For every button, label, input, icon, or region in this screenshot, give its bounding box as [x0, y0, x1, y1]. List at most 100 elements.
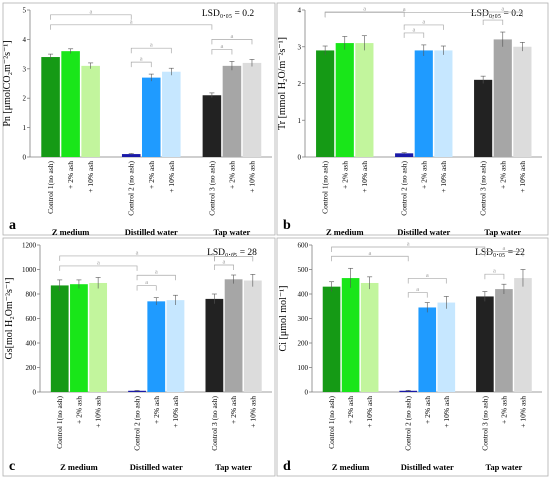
- category-label: + 10% ash: [171, 396, 180, 428]
- group-label: Tap water: [215, 462, 252, 472]
- significance-label: a: [493, 268, 496, 275]
- category-label: + 10% ash: [167, 161, 176, 193]
- category-label: + 10% ash: [247, 161, 256, 193]
- bar: [128, 390, 146, 392]
- group-label: Z medium: [332, 462, 370, 472]
- significance-label: a: [492, 14, 495, 21]
- y-tick-label: 1: [23, 124, 27, 132]
- y-tick-label: 1200: [22, 242, 37, 250]
- category-label: + 2% ash: [66, 161, 75, 189]
- category-label: + 2% ash: [499, 396, 508, 424]
- panel-label: d: [283, 459, 291, 474]
- y-tick-label: 1: [298, 117, 302, 125]
- category-label: Control 2 (no ash): [127, 161, 136, 216]
- significance-bracket: [130, 61, 152, 68]
- significance-bracket: [407, 278, 447, 284]
- significance-label: a: [403, 6, 406, 13]
- group-label: Tap water: [486, 462, 523, 472]
- significance-label: a: [140, 56, 143, 63]
- category-label: + 2% ash: [74, 396, 83, 424]
- significance-bracket: [403, 24, 444, 30]
- y-tick-label: 200: [26, 364, 37, 372]
- significance-label: a: [97, 259, 100, 266]
- bar: [335, 43, 354, 158]
- bar: [89, 282, 108, 392]
- significance-bracket: [407, 292, 428, 298]
- bar: [41, 57, 60, 157]
- category-label: Control 1(no ash): [46, 161, 55, 214]
- significance-label: a: [368, 250, 371, 257]
- lsd-label: LSD₀.₀₅ = 22: [475, 248, 525, 258]
- category-label: + 2% ash: [227, 161, 236, 189]
- bar: [355, 43, 374, 158]
- significance-bracket: [214, 264, 234, 271]
- bar: [81, 65, 100, 157]
- bar: [437, 302, 456, 392]
- significance-bracket: [136, 274, 176, 281]
- y-axis-label: Ci [μmol mol⁻¹]: [278, 286, 289, 352]
- category-label: + 10% ash: [365, 396, 374, 428]
- significance-bracket: [482, 11, 523, 18]
- category-label: Control 2 (no ash): [400, 161, 409, 216]
- y-tick-label: 3: [23, 65, 27, 73]
- significance-label: a: [416, 286, 419, 293]
- significance-bracket: [50, 24, 213, 30]
- category-label: Control 3 (no ash): [210, 396, 219, 451]
- significance-label: a: [220, 43, 223, 50]
- bar: [147, 301, 166, 392]
- significance-bracket: [331, 255, 409, 262]
- significance-label: a: [223, 259, 226, 266]
- bar: [474, 79, 493, 157]
- bar: [141, 77, 161, 157]
- significance-bracket: [403, 32, 425, 38]
- significance-label: a: [136, 249, 139, 256]
- significance-label: a: [130, 18, 133, 25]
- panel-label: a: [9, 218, 16, 233]
- y-tick-label: 100: [298, 364, 309, 372]
- lsd-label: LSD₀.₀₅ = 0.2: [202, 9, 254, 19]
- significance-label: a: [230, 33, 233, 40]
- category-label: Control 1(no ash): [55, 396, 64, 449]
- category-label: Control 3 (no ash): [207, 161, 216, 216]
- panel-d: 0 100 200 300 400 500 600 Ci [μmol mol⁻¹] LSD₀.₀…: [276, 237, 549, 477]
- bar: [50, 285, 69, 392]
- significance-label: a: [363, 6, 366, 13]
- group-label: Z medium: [326, 227, 364, 237]
- panel-c: 0 200 400 600 800 1000 1200 Gs[mol H₂Om⁻²s⁻¹] LS…: [2, 237, 276, 477]
- significance-bracket: [214, 256, 254, 262]
- significance-label: a: [145, 279, 148, 286]
- y-tick-label: 0: [305, 389, 309, 397]
- significance-bracket: [130, 47, 172, 54]
- significance-bracket: [136, 285, 157, 291]
- bar: [166, 300, 185, 392]
- y-axis-label: Gs[mol H₂Om⁻²s⁻¹]: [4, 278, 15, 360]
- bar: [360, 282, 379, 392]
- panel-label: c: [9, 459, 15, 474]
- category-label: Control 1(no ash): [321, 161, 330, 214]
- bar: [476, 296, 494, 392]
- lsd-label: LSD₀.₀₅ = 0.2: [471, 9, 523, 19]
- category-label: Control 2 (no ash): [404, 396, 413, 451]
- category-label: + 10% ash: [442, 396, 451, 428]
- y-tick-label: 600: [26, 315, 37, 323]
- category-label: + 2% ash: [419, 161, 428, 189]
- significance-bracket: [482, 19, 504, 26]
- bar: [205, 298, 224, 392]
- category-label: + 2% ash: [147, 161, 156, 189]
- category-label: + 10% ash: [360, 161, 369, 193]
- bar: [434, 50, 453, 157]
- category-label: Control 3 (no ash): [479, 161, 488, 216]
- bar: [243, 280, 262, 392]
- category-label: Control 2 (no ash): [133, 396, 142, 451]
- significance-bracket: [484, 251, 524, 257]
- panel-a: 0 1 2 3 4 5 Pn [μmolCO₂m⁻²s⁻¹] LSD₀.₀₅ = 0.2 Con…: [2, 2, 276, 237]
- significance-label: a: [232, 250, 235, 257]
- bar: [121, 154, 141, 157]
- y-tick-label: 0: [298, 154, 302, 162]
- y-tick-label: 1000: [22, 266, 37, 274]
- bar: [162, 71, 181, 157]
- y-tick-label: 4: [23, 36, 27, 44]
- category-label: + 2% ash: [229, 396, 238, 424]
- significance-label: a: [155, 269, 158, 276]
- category-label: + 10% ash: [86, 161, 95, 193]
